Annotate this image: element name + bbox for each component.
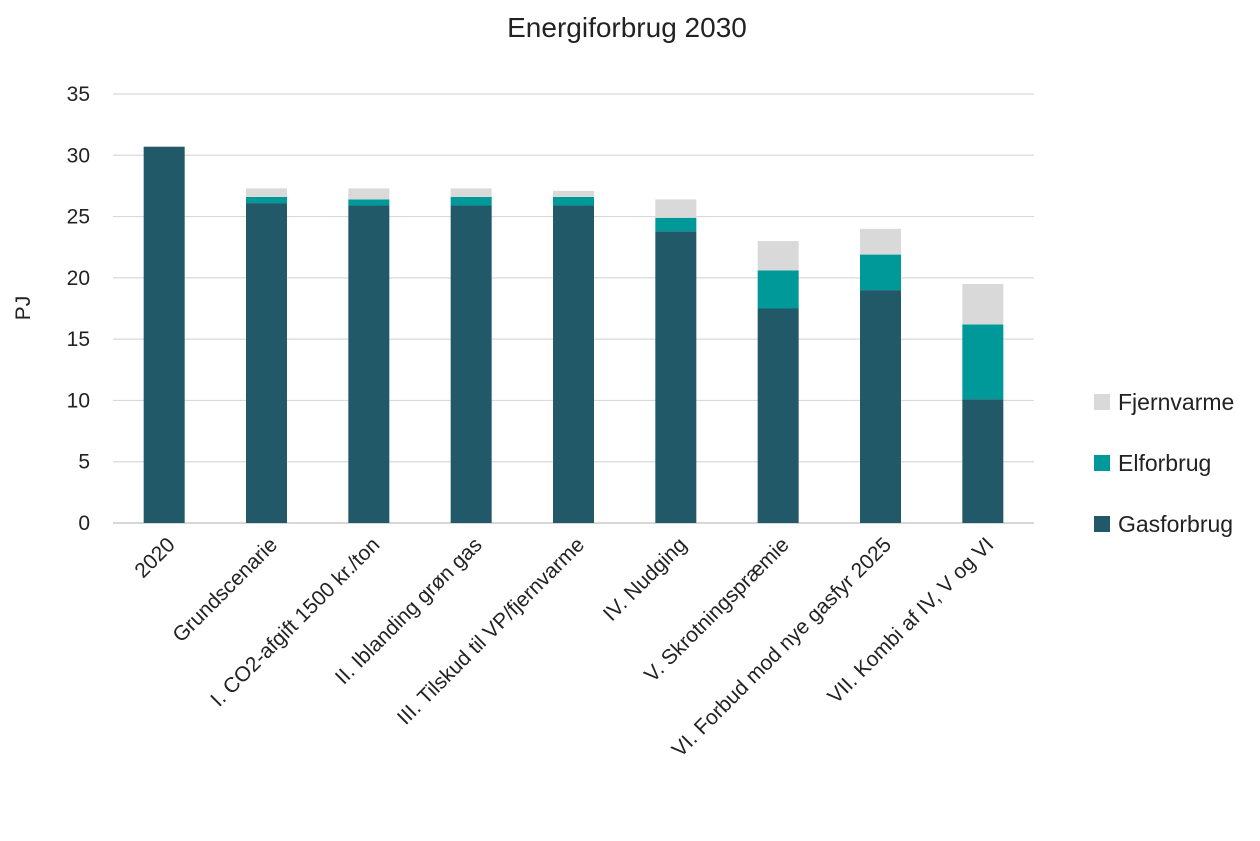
- bar-gasforbrug-grundscenarie: [246, 203, 287, 524]
- bar-gasforbrug-vi-forbud-mod-nye-gasfyr-2025: [860, 290, 901, 523]
- bar-gasforbrug-vii-kombi-af-iv-v-og-vi: [962, 399, 1004, 523]
- bar-elforbrug-grundscenarie: [246, 196, 287, 204]
- bar-fjernvarme-i-co2-afgift-1500-kr-ton: [348, 188, 390, 200]
- legend-swatch-gasforbrug: [1094, 516, 1110, 532]
- bar-elforbrug-vi-forbud-mod-nye-gasfyr-2025: [860, 254, 901, 291]
- x-tick-label-i-co2-afgift-1500-kr-ton: I. CO2-afgift 1500 kr./ton: [206, 533, 384, 711]
- bar-gasforbrug-iv-nudging: [655, 231, 697, 523]
- bar-gasforbrug-2020: [143, 146, 185, 523]
- legend-label-elforbrug: Elforbrug: [1118, 450, 1211, 476]
- bar-fjernvarme-iv-nudging: [655, 199, 697, 218]
- y-tick-label-30: 30: [67, 144, 90, 167]
- bar-elforbrug-v-skrotningspr-mie: [757, 270, 799, 309]
- x-tick-label-vii-kombi-af-iv-v-og-vi: VII. Kombi af IV, V og VI: [823, 533, 998, 708]
- bar-gasforbrug-iii-tilskud-til-vp-fjernvarme: [553, 205, 594, 524]
- legend-swatch-fjernvarme: [1094, 394, 1110, 410]
- bars: [143, 146, 1004, 524]
- bar-gasforbrug-v-skrotningspr-mie: [757, 308, 799, 523]
- bar-elforbrug-i-co2-afgift-1500-kr-ton: [348, 199, 390, 206]
- legend: Fjernvarme Elforbrug Gasforbrug: [1094, 389, 1234, 537]
- x-tick-label-vi-forbud-mod-nye-gasfyr-2025: VI. Forbud mod nye gasfyr 2025: [668, 533, 896, 761]
- bar-fjernvarme-v-skrotningspr-mie: [757, 241, 799, 271]
- bar-fjernvarme-vii-kombi-af-iv-v-og-vi: [962, 283, 1004, 325]
- bar-fjernvarme-grundscenarie: [246, 188, 287, 197]
- bar-fjernvarme-vi-forbud-mod-nye-gasfyr-2025: [860, 228, 901, 255]
- x-tick-label-iv-nudging: IV. Nudging: [599, 533, 691, 625]
- bar-elforbrug-iii-tilskud-til-vp-fjernvarme: [553, 196, 594, 206]
- y-tick-label-25: 25: [67, 206, 90, 229]
- bar-fjernvarme-ii-iblanding-gr-n-gas: [450, 188, 492, 197]
- y-tick-label-5: 5: [78, 451, 90, 474]
- legend-label-gasforbrug: Gasforbrug: [1118, 511, 1233, 537]
- y-tick-label-0: 0: [78, 512, 90, 535]
- bar-elforbrug-ii-iblanding-gr-n-gas: [450, 196, 492, 206]
- bar-gasforbrug-i-co2-afgift-1500-kr-ton: [348, 205, 390, 524]
- x-tick-label-grundscenarie: Grundscenarie: [168, 533, 282, 647]
- chart-title: Energiforbrug 2030: [507, 12, 747, 43]
- bar-elforbrug-vii-kombi-af-iv-v-og-vi: [962, 324, 1004, 400]
- legend-swatch-elforbrug: [1094, 455, 1110, 471]
- y-tick-label-35: 35: [67, 83, 90, 106]
- bar-fjernvarme-iii-tilskud-til-vp-fjernvarme: [553, 190, 594, 197]
- y-tick-labels: 0 5 10 15 20 25 30 35: [67, 83, 90, 535]
- y-tick-label-20: 20: [67, 267, 90, 290]
- y-axis-label: PJ: [12, 296, 35, 321]
- y-tick-label-10: 10: [67, 389, 90, 412]
- bar-elforbrug-iv-nudging: [655, 217, 697, 232]
- x-tick-label-2020: 2020: [130, 533, 179, 582]
- y-tick-label-15: 15: [67, 328, 90, 351]
- bar-gasforbrug-ii-iblanding-gr-n-gas: [450, 205, 492, 524]
- x-tick-label-iii-tilskud-til-vp-fjernvarme: III. Tilskud til VP/fjernvarme: [393, 533, 589, 729]
- legend-label-fjernvarme: Fjernvarme: [1118, 389, 1234, 415]
